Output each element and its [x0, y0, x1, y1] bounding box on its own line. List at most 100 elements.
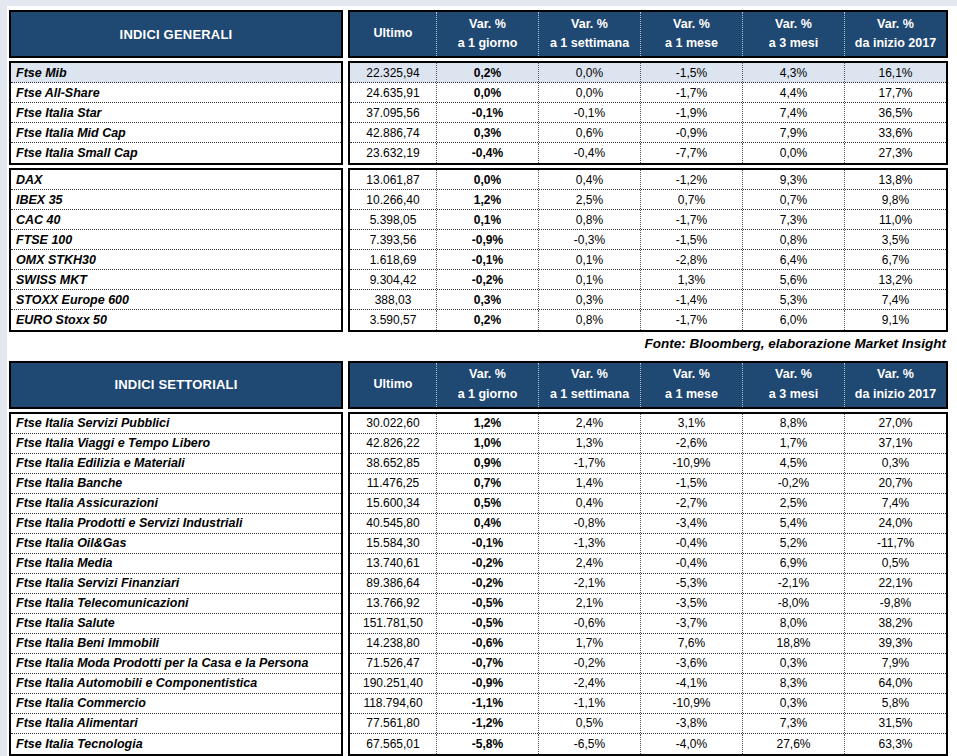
column-header-label: Var. % — [673, 15, 710, 34]
var-value: 7,4% — [844, 290, 946, 309]
ultimo-value: 77.561,80 — [350, 714, 436, 733]
index-values-column: 22.325,940,2%0,0%-1,5%4,3%16,1%24.635,91… — [348, 61, 948, 165]
var-value: 3,1% — [640, 414, 742, 433]
var-value: 0,9% — [436, 454, 538, 473]
var-value: -1,7% — [640, 310, 742, 330]
var-value: -0,2% — [742, 474, 844, 493]
var-value: -2,4% — [538, 674, 640, 693]
column-header-var-1g: Var. %a 1 giorno — [436, 363, 538, 407]
var-value: -5,3% — [640, 574, 742, 593]
var-value: 27,0% — [844, 414, 946, 433]
ultimo-value: 388,03 — [350, 290, 436, 309]
var-value: 9,1% — [844, 310, 946, 330]
var-value: 9,3% — [742, 170, 844, 189]
var-value: 11,0% — [844, 210, 946, 229]
column-header-sublabel: a 1 mese — [665, 385, 718, 404]
index-values-column: 13.061,870,0%0,4%-1,2%9,3%13,8%10.266,40… — [348, 168, 948, 332]
var-value: 6,7% — [844, 250, 946, 269]
index-values-column: 30.022,601,2%2,4%3,1%8,8%27,0%42.826,221… — [348, 412, 948, 756]
ultimo-value: 40.545,80 — [350, 514, 436, 533]
column-header-ultimo: Ultimo — [350, 12, 436, 56]
var-value: -0,3% — [538, 230, 640, 249]
ultimo-value: 3.590,57 — [350, 310, 436, 330]
index-name: Ftse Italia Prodotti e Servizi Industria… — [11, 514, 341, 534]
index-name: Ftse Italia Viaggi e Tempo Libero — [11, 434, 341, 454]
ultimo-value: 10.266,40 — [350, 190, 436, 209]
var-value: 0,3% — [742, 654, 844, 673]
report-page: INDICI GENERALI Ultimo Var. %a 1 giorno … — [9, 10, 948, 756]
var-value: 0,0% — [538, 63, 640, 82]
var-value: 7,4% — [844, 494, 946, 513]
table-row: 42.826,221,0%1,3%-2,6%1,7%37,1% — [350, 434, 946, 454]
var-value: -0,9% — [436, 674, 538, 693]
var-value: 17,7% — [844, 83, 946, 102]
var-value: 0,0% — [538, 83, 640, 102]
ultimo-value: 7.393,56 — [350, 230, 436, 249]
index-name: Ftse Italia Moda Prodotti per la Casa e … — [11, 654, 341, 674]
var-value: -0,1% — [436, 534, 538, 553]
var-value: -3,5% — [640, 594, 742, 613]
table-row: 118.794,60-1,1%-1,1%-10,9%0,3%5,8% — [350, 694, 946, 714]
var-value: 0,8% — [742, 230, 844, 249]
index-name: DAX — [11, 170, 341, 190]
ultimo-value: 14.238,80 — [350, 634, 436, 653]
var-value: 3,5% — [844, 230, 946, 249]
table-row: 23.632,19-0,4%-0,4%-7,7%0,0%27,3% — [350, 143, 946, 163]
column-header-label: Var. % — [775, 365, 812, 384]
var-value: 20,7% — [844, 474, 946, 493]
ultimo-value: 71.526,47 — [350, 654, 436, 673]
var-value: 0,8% — [538, 210, 640, 229]
table-row: 151.781,50-0,5%-0,6%-3,7%8,0%38,2% — [350, 614, 946, 634]
var-value: 64,0% — [844, 674, 946, 693]
var-value: 0,1% — [436, 210, 538, 229]
column-header-var-ytd: Var. %da inizio 2017 — [844, 12, 946, 56]
column-header-label: Var. % — [877, 15, 914, 34]
var-value: 0,4% — [436, 514, 538, 533]
var-value: 0,4% — [538, 494, 640, 513]
table-row: 30.022,601,2%2,4%3,1%8,8%27,0% — [350, 414, 946, 434]
ultimo-value: 37.095,56 — [350, 103, 436, 122]
index-name: Ftse Italia Alimentari — [11, 714, 341, 734]
column-header-sublabel: a 1 giorno — [458, 34, 518, 53]
var-value: 1,4% — [538, 474, 640, 493]
var-value: 0,0% — [742, 143, 844, 163]
page-edge-top — [0, 0, 957, 6]
index-name: EURO Stoxx 50 — [11, 310, 341, 330]
var-value: 2,5% — [742, 494, 844, 513]
var-value: -0,4% — [640, 534, 742, 553]
ultimo-value: 190.251,40 — [350, 674, 436, 693]
index-name: OMX STKH30 — [11, 250, 341, 270]
var-value: -0,1% — [538, 103, 640, 122]
var-value: -2,7% — [640, 494, 742, 513]
var-value: 4,5% — [742, 454, 844, 473]
column-header-var-1g: Var. %a 1 giorno — [436, 12, 538, 56]
table-header-cells: Ultimo Var. %a 1 giorno Var. %a 1 settim… — [348, 10, 948, 58]
index-name: Ftse Italia Assicurazioni — [11, 494, 341, 514]
index-name-column: Ftse MibFtse All-ShareFtse Italia StarFt… — [9, 61, 343, 165]
var-value: -0,6% — [538, 614, 640, 633]
table-row: 388,030,3%0,3%-1,4%5,3%7,4% — [350, 290, 946, 310]
table-row: 24.635,910,0%0,0%-1,7%4,4%17,7% — [350, 83, 946, 103]
column-header-label: Ultimo — [374, 375, 413, 394]
var-value: -0,7% — [436, 654, 538, 673]
index-name: Ftse Italia Telecomunicazioni — [11, 594, 341, 614]
ultimo-value: 42.826,22 — [350, 434, 436, 453]
var-value: 0,6% — [538, 123, 640, 142]
var-value: 1,7% — [538, 634, 640, 653]
ultimo-value: 23.632,19 — [350, 143, 436, 163]
var-value: 36,5% — [844, 103, 946, 122]
ultimo-value: 15.600,34 — [350, 494, 436, 513]
var-value: 1,3% — [640, 270, 742, 289]
var-value: 1,2% — [436, 414, 538, 433]
var-value: -0,1% — [436, 250, 538, 269]
index-name: Ftse Italia Mid Cap — [11, 123, 341, 143]
var-value: -0,6% — [436, 634, 538, 653]
var-value: 2,1% — [538, 594, 640, 613]
var-value: 16,1% — [844, 63, 946, 82]
column-header-var-3m: Var. %a 3 mesi — [742, 12, 844, 56]
index-name: Ftse Italia Tecnologia — [11, 734, 341, 754]
page-edge-left — [0, 0, 7, 756]
table-title: INDICI GENERALI — [9, 10, 343, 58]
index-group-italia: Ftse MibFtse All-ShareFtse Italia StarFt… — [9, 61, 948, 165]
index-name-column: DAXIBEX 35CAC 40FTSE 100OMX STKH30SWISS … — [9, 168, 343, 332]
